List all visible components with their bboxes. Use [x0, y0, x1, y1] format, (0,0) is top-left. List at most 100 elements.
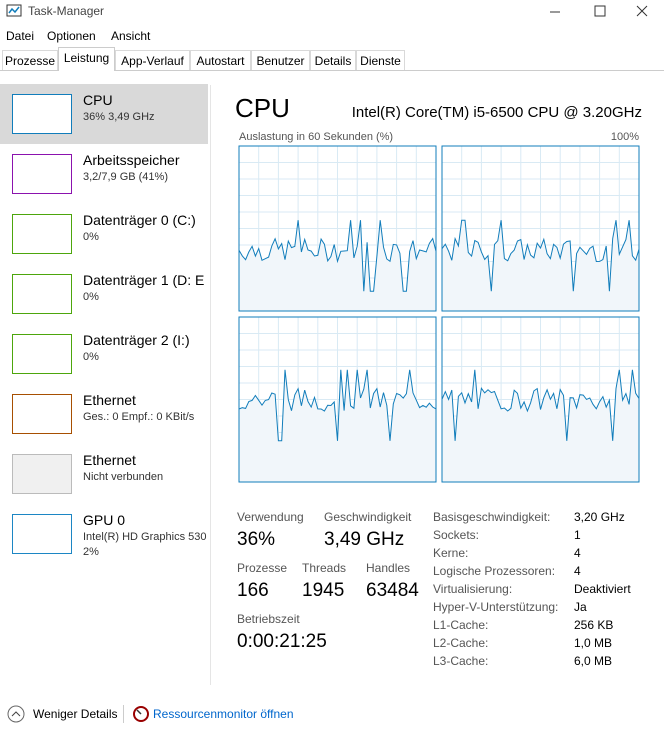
item-detail: 0%: [83, 351, 99, 363]
tab[interactable]: Benutzer: [251, 50, 310, 70]
thumbnail: [12, 274, 72, 314]
graph-area: [442, 369, 639, 482]
item-detail: 0%: [83, 291, 99, 303]
less-icon[interactable]: [7, 705, 25, 723]
info-key: L1-Cache:: [433, 618, 489, 632]
stat-value: 36%: [237, 529, 276, 550]
item-name: Datenträger 2 (I:): [83, 332, 190, 348]
graph-label: Auslastung in 60 Sekunden (%): [239, 131, 394, 143]
graph-area: [442, 220, 639, 311]
info-value: 1: [574, 528, 581, 542]
graph-frame: [441, 316, 640, 483]
info-value: 6,0 MB: [574, 654, 613, 668]
monitor-icon[interactable]: [132, 705, 150, 723]
sidebar-item[interactable]: Ethernet Ges.: 0 Empf.: 0 KBit/s: [0, 384, 208, 444]
thumbnail: [12, 154, 72, 194]
less-details[interactable]: Weniger Details: [33, 707, 118, 721]
stat-label: Geschwindigkeit: [324, 510, 412, 524]
sidebar-item[interactable]: Datenträger 1 (D: E 0%: [0, 264, 208, 324]
stat-value: 63484: [366, 580, 419, 601]
item-name: Datenträger 1 (D: E: [83, 272, 205, 288]
item-detail: 36% 3,49 GHz: [83, 111, 155, 123]
item-detail: Ges.: 0 Empf.: 0 KBit/s: [83, 411, 195, 423]
thumbnail: [12, 94, 72, 134]
item-detail: 3,2/7,9 GB (41%): [83, 171, 168, 183]
processor: Intel(R) Core(TM) i5-6500 CPU @ 3.20GHz: [351, 104, 642, 121]
tab[interactable]: Autostart: [190, 50, 251, 70]
stat-value: 1945: [302, 580, 345, 601]
graph-max: 100%: [610, 131, 639, 143]
menu-item[interactable]: Optionen: [47, 29, 96, 43]
info-key: Basisgeschwindigkeit:: [433, 510, 551, 524]
item-name: Datenträger 0 (C:): [83, 212, 196, 228]
footer-sep: [123, 705, 124, 723]
info-value: Deaktiviert: [574, 582, 631, 596]
info-value: 1,0 MB: [574, 636, 613, 650]
app-icon: [6, 4, 22, 17]
thumbnail: [12, 514, 72, 554]
graph-line: [238, 220, 437, 292]
thumbnail: [12, 214, 72, 254]
info-value: 3,20 GHz: [574, 510, 625, 524]
graph-frame: [441, 145, 640, 312]
graph-area: [239, 369, 436, 482]
item-detail: 0%: [83, 231, 99, 243]
stat-value: 166: [237, 580, 269, 601]
stat-label: Prozesse: [237, 561, 288, 575]
resource-monitor[interactable]: Ressourcenmonitor öffnen: [153, 707, 294, 721]
sidebar-item[interactable]: CPU 36% 3,49 GHz: [0, 84, 208, 144]
thumbnail: [12, 394, 72, 434]
tab-active[interactable]: Leistung: [58, 47, 115, 71]
item-name: Ethernet: [83, 452, 136, 468]
info-key: Kerne:: [433, 546, 469, 560]
thumbnail: [12, 334, 72, 374]
info-key: Sockets:: [433, 528, 480, 542]
info-value: 256 KB: [574, 618, 614, 632]
info-key: L2-Cache:: [433, 636, 489, 650]
item-name: CPU: [83, 92, 113, 108]
stat-label: Verwendung: [237, 510, 304, 524]
tab[interactable]: Prozesse: [2, 50, 58, 70]
info-key: L3-Cache:: [433, 654, 489, 668]
item-name: Ethernet: [83, 392, 136, 408]
stat-label: Threads: [302, 561, 347, 575]
item-name: GPU 0: [83, 512, 126, 528]
info-key: Logische Prozessoren:: [433, 564, 556, 578]
info-value: Ja: [574, 600, 587, 614]
tab-line: [0, 70, 664, 71]
item-detail: 2%: [83, 546, 99, 558]
window-title: Task-Manager: [28, 4, 105, 18]
sidebar-item[interactable]: Datenträger 2 (I:) 0%: [0, 324, 208, 384]
sidebar-item[interactable]: Arbeitsspeicher 3,2/7,9 GB (41%): [0, 144, 208, 204]
graph-frame: [238, 145, 437, 312]
stat-value: 0:00:21:25: [237, 631, 327, 652]
menu-item[interactable]: Ansicht: [111, 29, 151, 43]
sidebar-item[interactable]: Ethernet Nicht verbunden: [0, 444, 208, 504]
stat-label: Betriebszeit: [237, 612, 300, 626]
graph-line: [238, 369, 437, 442]
sidebar-item[interactable]: Datenträger 0 (C:) 0%: [0, 204, 208, 264]
menu-item[interactable]: Datei: [6, 29, 35, 43]
tab[interactable]: Details: [310, 50, 356, 70]
graph-line: [441, 369, 640, 441]
graph-line: [441, 219, 640, 292]
info-key: Virtualisierung:: [433, 582, 513, 596]
thumbnail: [12, 454, 72, 494]
graph-frame: [238, 316, 437, 483]
item-detail: Nicht verbunden: [83, 471, 164, 483]
sidebar-divider: [210, 85, 211, 685]
item-name: Arbeitsspeicher: [83, 152, 180, 168]
sidebar-item[interactable]: GPU 0 Intel(R) HD Graphics 530 2%: [0, 504, 208, 564]
stat-label: Handles: [366, 561, 411, 575]
info-key: Hyper-V-Unterstützung:: [433, 600, 559, 614]
tab[interactable]: App-Verlauf: [115, 50, 190, 70]
main-title: CPU: [235, 93, 290, 123]
stat-value: 3,49 GHz: [324, 529, 405, 550]
window-controls[interactable]: [540, 0, 664, 24]
info-value: 4: [574, 564, 581, 578]
tab[interactable]: Dienste: [356, 50, 405, 70]
item-detail: Intel(R) HD Graphics 530: [83, 531, 207, 543]
info-value: 4: [574, 546, 581, 560]
cpu-graphs: [238, 145, 640, 483]
